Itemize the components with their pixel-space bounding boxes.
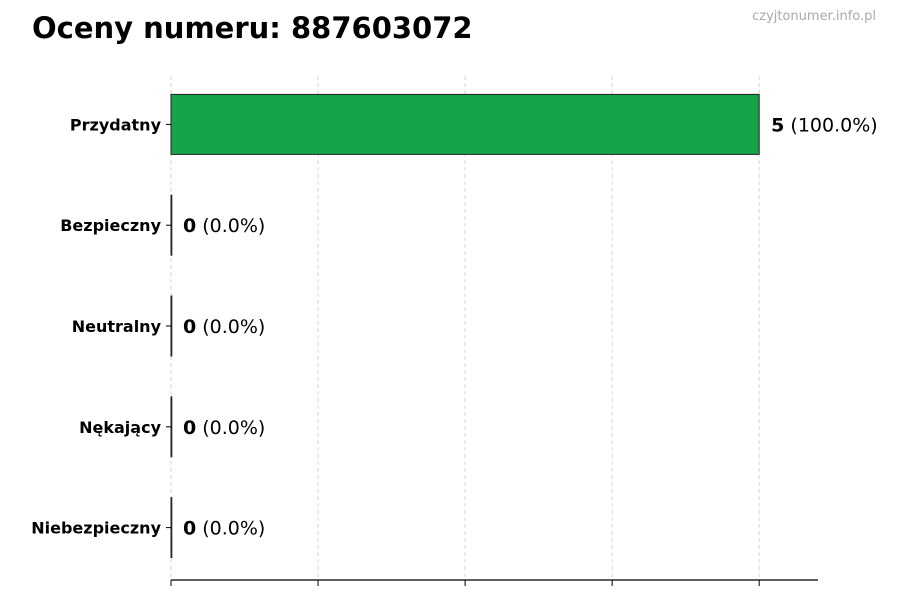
category-label: Nękający — [79, 418, 161, 437]
category-label: Przydatny — [70, 115, 162, 134]
bar — [170, 396, 173, 458]
data-label-percent: (0.0%) — [202, 417, 265, 439]
data-label-value: 0 — [183, 518, 196, 540]
data-label-value: 5 — [771, 114, 784, 136]
data-label-value: 0 — [183, 417, 196, 439]
category-label: Neutralny — [72, 317, 162, 336]
data-label: 0 (0.0%) — [183, 316, 265, 338]
data-label: 0 (0.0%) — [183, 215, 265, 237]
data-label: 0 (0.0%) — [183, 417, 265, 439]
data-label-percent: (100.0%) — [790, 114, 877, 136]
data-label-percent: (0.0%) — [202, 215, 265, 237]
bar — [170, 93, 760, 155]
watermark: czyjtonumer.info.pl — [752, 9, 876, 24]
data-label-percent: (0.0%) — [202, 316, 265, 338]
bar — [170, 497, 173, 559]
category-label: Niebezpieczny — [31, 519, 161, 538]
bar — [170, 194, 173, 256]
category-label: Bezpieczny — [60, 216, 161, 235]
chart-title: Oceny numeru: 887603072 — [32, 11, 473, 45]
data-label: 0 (0.0%) — [183, 518, 265, 540]
data-label-value: 0 — [183, 215, 196, 237]
data-label-percent: (0.0%) — [202, 518, 265, 540]
data-label-value: 0 — [183, 316, 196, 338]
data-label: 5 (100.0%) — [771, 114, 878, 136]
bar — [170, 295, 173, 357]
